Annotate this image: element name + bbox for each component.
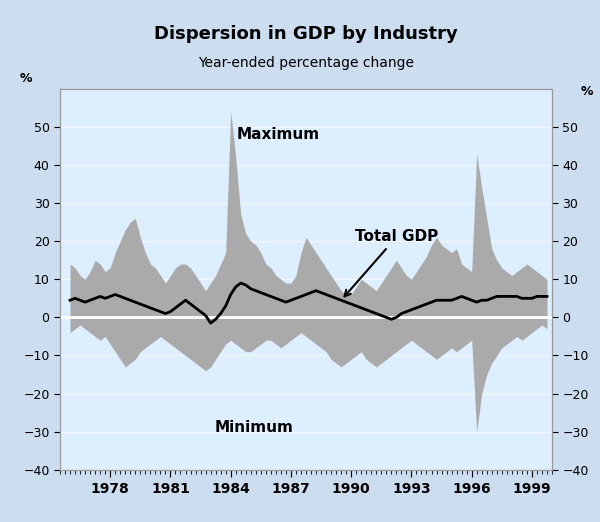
Y-axis label: %: % bbox=[580, 85, 593, 98]
Text: Dispersion in GDP by Industry: Dispersion in GDP by Industry bbox=[154, 25, 458, 43]
Text: Minimum: Minimum bbox=[215, 420, 293, 435]
Text: Maximum: Maximum bbox=[237, 127, 320, 142]
Text: Total GDP: Total GDP bbox=[344, 229, 439, 296]
Text: Year-ended percentage change: Year-ended percentage change bbox=[198, 56, 414, 70]
Y-axis label: %: % bbox=[19, 72, 32, 85]
